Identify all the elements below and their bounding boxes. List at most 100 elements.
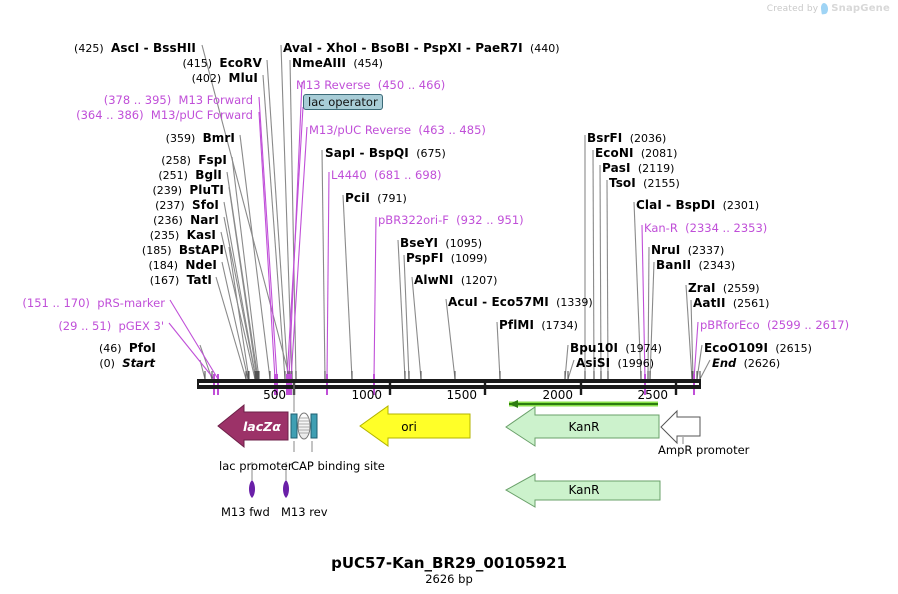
annotation-name: M13 Reverse (296, 78, 371, 92)
annotation-label-bpu10i[interactable]: Bpu10I (1974) (570, 341, 662, 356)
annotation-label-alwni[interactable]: AlwNI (1207) (414, 273, 498, 288)
annotation-label-m13-reverse[interactable]: M13 Reverse (450 .. 466) (296, 79, 445, 92)
cap-binding-site-box[interactable] (297, 412, 311, 440)
ruler-tick-2500: 2500 (637, 388, 668, 402)
annotation-position: (1207) (460, 274, 498, 287)
annotation-label-sapi-bspqi[interactable]: SapI - BspQI (675) (325, 147, 446, 161)
annotation-label-ecorv[interactable]: (415) EcoRV (183, 56, 263, 71)
lacZa-arrow[interactable] (217, 403, 289, 449)
annotation-label-m13-forward[interactable]: (378 .. 395) M13 Forward (104, 94, 253, 107)
annotation-label-pbrforeco[interactable]: pBRforEco (2599 .. 2617) (700, 319, 849, 332)
annotation-position: (2626) (743, 357, 781, 370)
annotation-position: (258) (161, 154, 191, 167)
annotation-label-aatii[interactable]: AatII (2561) (693, 296, 769, 311)
annotation-label-asci-bsshii[interactable]: (425) AscI - BssHII (74, 42, 196, 56)
annotation-label-ecoo109i[interactable]: EcoO109I (2615) (704, 342, 812, 356)
annotation-label-asisi[interactable]: AsiSI (1996) (576, 357, 654, 371)
annotation-name: EcoNI (595, 146, 634, 160)
annotation-name: L4440 (331, 168, 367, 182)
annotation-label-tati[interactable]: (167) TatI (149, 274, 212, 288)
annotation-label-nmeaiii[interactable]: NmeAIII (454) (292, 57, 383, 71)
feature-connectors (293, 383, 313, 452)
annotation-label-pgex3[interactable]: (29 .. 51) pGEX 3' (58, 320, 164, 333)
annotation-name: AlwNI (414, 273, 454, 287)
annotation-label-pspfi[interactable]: PspFI (1099) (406, 252, 487, 266)
annotation-label-l4440[interactable]: L4440 (681 .. 698) (331, 169, 442, 182)
annotation-name: NruI (651, 243, 681, 257)
annotation-position: (2337) (687, 244, 725, 257)
kanR-arrow-top[interactable] (505, 406, 660, 447)
leader-lines-right (584, 135, 711, 380)
m13-rev-marker[interactable] (283, 462, 289, 498)
ruler-tick-500: 500 (263, 388, 286, 402)
lac-operator-box[interactable] (290, 413, 318, 439)
annotation-position: (151 .. 170) (22, 296, 90, 310)
annotation-position: (2599 .. 2617) (766, 318, 850, 332)
annotation-label-banii[interactable]: BanII (2343) (656, 258, 735, 273)
annotation-label-nrui[interactable]: NruI (2337) (651, 243, 725, 258)
ampR-promoter-arrow[interactable] (660, 409, 701, 445)
annotation-name: EcoRV (219, 56, 262, 70)
annotation-label-pbr322ori-f[interactable]: pBR322ori-F (932 .. 951) (378, 214, 524, 227)
annotation-name: MluI (228, 71, 258, 85)
annotation-label-sfoi[interactable]: (237) SfoI (155, 199, 219, 213)
annotation-label-bmri[interactable]: (359) BmrI (166, 131, 235, 146)
m13-fwd-marker[interactable] (249, 462, 255, 498)
annotation-label-clai-bspdi[interactable]: ClaI - BspDI (2301) (636, 199, 760, 213)
snapgene-watermark: Created by SnapGene (767, 2, 890, 15)
annotation-label-avai-group[interactable]: AvaI - XhoI - BsoBI - PspXI - PaeR7I (44… (283, 41, 560, 56)
annotation-position: (440) (529, 42, 560, 55)
annotation-label-m13puc-reverse[interactable]: M13/pUC Reverse (463 .. 485) (309, 124, 486, 137)
kanR-arrow-bottom[interactable] (504, 473, 661, 508)
annotation-name: BmrI (202, 131, 235, 145)
annotation-label-reconi[interactable]: EcoNI (2081) (595, 146, 678, 161)
annotation-name: AatII (693, 296, 726, 310)
annotation-position: (2081) (640, 147, 678, 160)
annotation-label-mlui[interactable]: (402) MluI (192, 71, 258, 86)
annotation-label-pasi[interactable]: PasI (2119) (602, 162, 674, 176)
annotation-name: pBR322ori-F (378, 213, 449, 227)
annotation-label-nari[interactable]: (236) NarI (153, 214, 219, 228)
annotation-label-bseyi[interactable]: BseYI (1095) (400, 237, 482, 251)
annotation-label-bgli[interactable]: (251) BglI (158, 169, 222, 183)
annotation-position: (681 .. 698) (374, 168, 442, 182)
annotation-label-ndei[interactable]: (184) NdeI (148, 258, 217, 273)
annotation-position: (235) (149, 229, 180, 242)
annotation-position: (167) (149, 274, 180, 287)
annotation-label-prs-marker[interactable]: (151 .. 170) pRS-marker (22, 297, 165, 310)
watermark-brand: SnapGene (831, 3, 890, 14)
annotation-name: NdeI (185, 258, 217, 272)
annotation-label-pluti[interactable]: (239) PluTI (152, 184, 224, 198)
annotation-position: (2615) (775, 342, 812, 355)
ori-arrow[interactable] (359, 405, 471, 447)
annotation-label-pflmi[interactable]: PflMI (1734) (499, 319, 578, 333)
annotation-position: (1734) (541, 319, 578, 332)
annotation-label-m13puc-forward[interactable]: (364 .. 386) M13/pUC Forward (76, 109, 253, 122)
annotation-name: Bpu10I (570, 341, 619, 355)
annotation-label-start[interactable]: (0) Start (99, 357, 155, 371)
lac-operator-label: lac operator (303, 94, 383, 110)
annotation-label-tsoi[interactable]: TsoI (2155) (609, 177, 680, 191)
annotation-label-kan-r[interactable]: Kan-R (2334 .. 2353) (644, 222, 767, 235)
annotation-label-zrai[interactable]: ZraI (2559) (688, 282, 759, 296)
annotation-label-pfoi[interactable]: (46) PfoI (99, 341, 156, 356)
annotation-label-kasi[interactable]: (235) KasI (149, 229, 216, 243)
annotation-position: (2301) (722, 199, 760, 212)
annotation-label-acui-eco57mi[interactable]: AcuI - Eco57MI (1339) (448, 296, 593, 310)
annotation-position: (251) (158, 169, 188, 182)
annotation-label-bstapi[interactable]: (185) BstAPI (142, 243, 224, 258)
annotation-name: PfoI (128, 341, 156, 355)
annotation-position: (0) (99, 357, 115, 370)
annotation-label-fspi[interactable]: (258) FspI (161, 154, 227, 168)
annotation-position: (364 .. 386) (76, 108, 144, 122)
annotation-name: AvaI - XhoI - BsoBI - PspXI - PaeR7I (283, 41, 523, 55)
annotation-label-end[interactable]: End (2626) (712, 357, 781, 371)
annotation-name: pRS-marker (97, 296, 165, 310)
annotation-name: BanII (656, 258, 692, 272)
annotation-label-pcii[interactable]: PciI (791) (345, 192, 407, 206)
ruler-tick-1500: 1500 (446, 388, 477, 402)
annotation-label-bsrfi[interactable]: BsrFI (2036) (587, 132, 666, 146)
annotation-position: (454) (353, 57, 383, 70)
annotation-name: BstAPI (178, 243, 224, 257)
